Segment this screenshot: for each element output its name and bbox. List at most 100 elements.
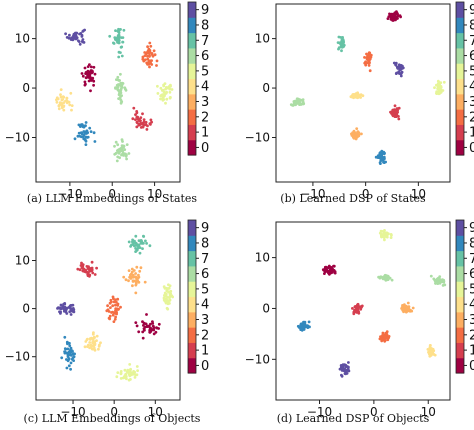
scatter-point (142, 327, 146, 330)
scatter-point (161, 94, 165, 98)
scatter-point (121, 36, 125, 39)
scatter-point (343, 367, 347, 371)
scatter-point (165, 289, 169, 293)
scatter-point (164, 87, 168, 91)
scatter-point (143, 280, 147, 284)
scatter-point (166, 299, 170, 303)
scatter-point (82, 29, 85, 33)
scatter-point (166, 307, 170, 311)
scatter-point (341, 365, 345, 368)
scatter-point (70, 304, 74, 307)
scatter-point (149, 326, 152, 330)
scatter-point (122, 28, 126, 32)
scatter-point (60, 102, 64, 105)
scatter-point (360, 132, 363, 136)
scatter-point (292, 100, 296, 103)
scatter-point (289, 103, 293, 106)
scatter-point (146, 324, 150, 328)
scatter-point (117, 55, 121, 59)
scatter-point (125, 143, 129, 147)
scatter-point (65, 99, 69, 103)
scatter-point (124, 88, 128, 92)
scatter-point (300, 327, 303, 331)
scatter-point (379, 162, 382, 166)
scatter-point (90, 260, 94, 264)
scatter-point (389, 17, 393, 21)
scatter-point (109, 300, 113, 304)
scatter-point (168, 290, 172, 294)
scatter-point (341, 36, 344, 39)
scatter-point (132, 106, 136, 110)
colorbar-segment-5 (188, 63, 196, 80)
scatter-point (436, 87, 439, 90)
scatter-point (374, 155, 378, 159)
scatter-point (86, 343, 90, 347)
scatter-point (58, 310, 61, 314)
scatter-point (437, 84, 440, 88)
scatter-point (146, 54, 149, 58)
scatter-point (153, 53, 157, 57)
scatter-point (127, 269, 131, 272)
scatter-point (76, 134, 80, 138)
scatter-point (170, 294, 174, 298)
scatter-point (397, 66, 400, 70)
colorbar-tick-label: 2 (201, 328, 209, 343)
scatter-point (69, 91, 73, 95)
scatter-point (149, 44, 153, 48)
colorbar-segment-1 (188, 342, 196, 359)
scatter-point (435, 91, 438, 95)
scatter-point (341, 45, 344, 49)
scatter-point (391, 109, 395, 113)
scatter-point (86, 65, 90, 68)
scatter-point (145, 127, 149, 131)
scatter-point (402, 310, 405, 314)
scatter-point (355, 309, 359, 313)
scatter-point (144, 322, 148, 326)
scatter-point (114, 315, 117, 319)
scatter-point (386, 232, 390, 236)
scatter-point (69, 313, 73, 316)
scatter-point (91, 76, 95, 80)
colorbar-segment-1 (456, 124, 464, 141)
scatter-point (67, 358, 71, 361)
scatter-point (81, 125, 85, 129)
y-tick-label: 0 (22, 302, 30, 316)
scatter-point (135, 125, 139, 129)
scatter-point (141, 55, 145, 59)
scatter-point (62, 302, 65, 306)
scatter-point (382, 232, 386, 236)
scatter-point (356, 302, 360, 306)
scatter-point (386, 338, 390, 342)
cluster-class-0 (321, 264, 337, 276)
scatter-point (65, 96, 69, 100)
scatter-point (338, 367, 342, 371)
scatter-point (131, 279, 135, 283)
colorbar-segment-5 (188, 281, 196, 298)
scatter-point (148, 41, 152, 45)
colorbar-tick-label: 9 (201, 3, 209, 18)
colorbar-segment-1 (456, 342, 464, 359)
scatter-point (135, 324, 139, 328)
x-tick-label: 10 (148, 405, 163, 419)
scatter-point (133, 239, 136, 243)
scatter-point (92, 331, 95, 335)
scatter-point (95, 339, 98, 342)
scatter-point (114, 140, 118, 144)
scatter-point (59, 307, 63, 311)
colorbar-tick-label: 2 (469, 328, 474, 343)
colorbar-segment-4 (188, 78, 196, 95)
scatter-point (116, 39, 120, 43)
colorbar-segment-2 (456, 327, 464, 343)
scatter-point (116, 371, 120, 374)
scatter-point (84, 268, 87, 272)
scatter-point (439, 81, 443, 85)
scatter-point (155, 326, 159, 330)
scatter-point (74, 37, 78, 41)
cluster-class-6 (429, 274, 447, 287)
x-tick-label: −10 (300, 187, 325, 201)
colorbar-tick-label: 8 (201, 18, 209, 33)
y-tick-label: 0 (262, 81, 270, 95)
colorbar-segment-6 (456, 265, 464, 282)
scatter-point (83, 130, 87, 134)
